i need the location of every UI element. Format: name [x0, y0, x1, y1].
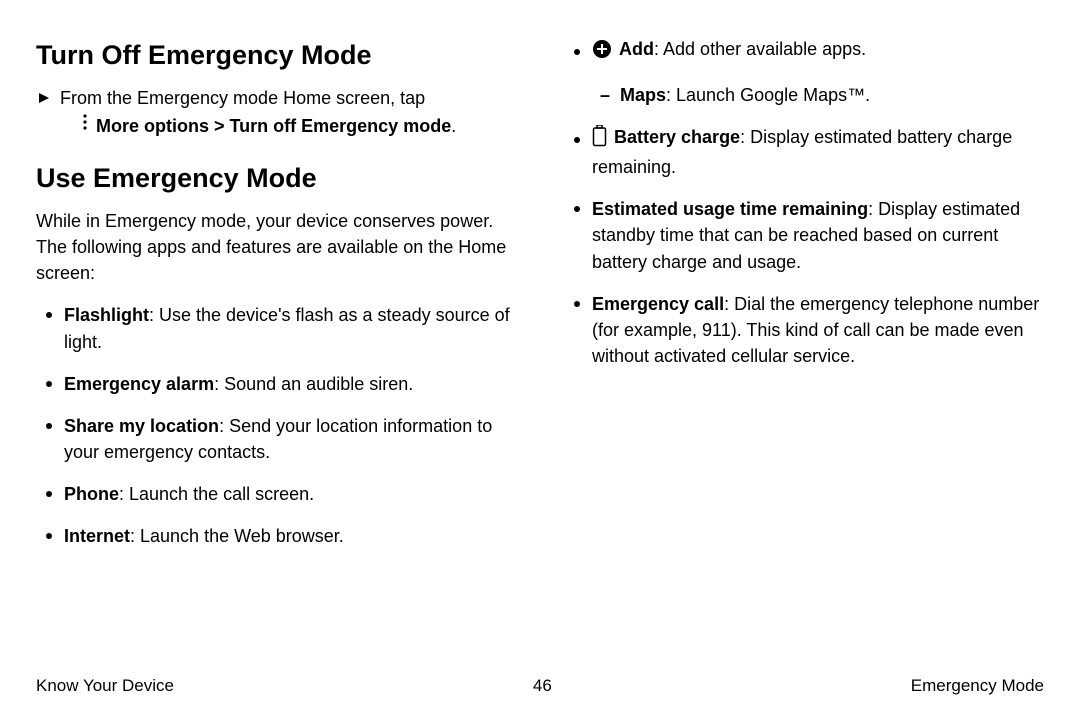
heading-turn-off: Turn Off Emergency Mode	[36, 40, 516, 71]
desc: : Launch the Web browser.	[130, 526, 344, 546]
bullet-emergency-call: Emergency call: Dial the emergency telep…	[564, 291, 1044, 369]
desc: : Launch Google Maps™.	[666, 85, 870, 105]
bullet-usage: Estimated usage time remaining: Display …	[564, 196, 1044, 274]
turn-off-step-text: From the Emergency mode Home screen, tap…	[60, 85, 456, 139]
term: Phone	[64, 484, 119, 504]
term: Internet	[64, 526, 130, 546]
page-footer: Know Your Device 46 Emergency Mode	[36, 676, 1044, 696]
desc: : Launch the call screen.	[119, 484, 314, 504]
desc: : Add other available apps.	[654, 39, 866, 59]
step-period: .	[451, 116, 456, 136]
bullet-battery: Battery charge: Display estimated batter…	[564, 124, 1044, 180]
term: Maps	[620, 85, 666, 105]
turn-off-substep: More options > Turn off Emergency mode.	[82, 113, 456, 139]
bullet-share-location: Share my location: Send your location in…	[36, 413, 516, 465]
right-column: Add: Add other available apps. Maps: Lau…	[564, 36, 1044, 565]
step-lead-text: From the Emergency mode Home screen, tap	[60, 85, 456, 111]
bullet-flashlight: Flashlight: Use the device's flash as a …	[36, 302, 516, 354]
sub-maps: Maps: Launch Google Maps™.	[592, 82, 1044, 108]
play-triangle-icon	[38, 91, 50, 109]
term: Add	[619, 39, 654, 59]
term: Flashlight	[64, 305, 149, 325]
use-intro: While in Emergency mode, your device con…	[36, 208, 516, 286]
step-bold-wrapper: More options > Turn off Emergency mode.	[96, 113, 456, 139]
footer-left: Know Your Device	[36, 676, 174, 696]
right-bullet-list: Add: Add other available apps. Maps: Lau…	[564, 36, 1044, 369]
bullet-internet: Internet: Launch the Web browser.	[36, 523, 516, 549]
term: Estimated usage time remaining	[592, 199, 868, 219]
left-column: Turn Off Emergency Mode From the Emergen…	[36, 36, 516, 565]
footer-right: Emergency Mode	[911, 676, 1044, 696]
content-columns: Turn Off Emergency Mode From the Emergen…	[36, 36, 1044, 565]
left-bullet-list: Flashlight: Use the device's flash as a …	[36, 302, 516, 549]
term: Emergency alarm	[64, 374, 214, 394]
bullet-add: Add: Add other available apps. Maps: Lau…	[564, 36, 1044, 108]
step-bold-text: More options > Turn off Emergency mode	[96, 116, 451, 136]
bullet-phone: Phone: Launch the call screen.	[36, 481, 516, 507]
heading-use: Use Emergency Mode	[36, 163, 516, 194]
desc: : Sound an audible siren.	[214, 374, 413, 394]
turn-off-step: From the Emergency mode Home screen, tap…	[38, 85, 516, 139]
battery-outline-icon	[592, 125, 607, 154]
more-options-icon	[82, 113, 88, 136]
term: Share my location	[64, 416, 219, 436]
term: Emergency call	[592, 294, 724, 314]
bullet-alarm: Emergency alarm: Sound an audible siren.	[36, 371, 516, 397]
footer-page-number: 46	[533, 676, 552, 696]
plus-circle-icon	[592, 39, 612, 66]
term: Battery charge	[614, 127, 740, 147]
